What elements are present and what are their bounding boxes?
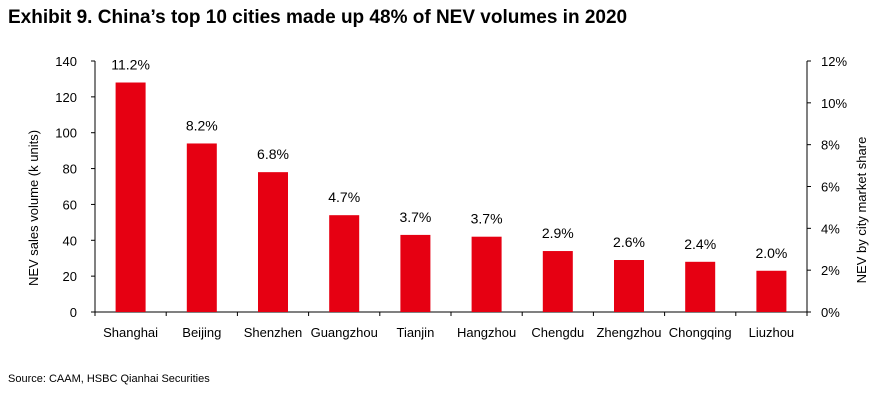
y2-tick-label: 8% — [821, 138, 840, 153]
y-tick-label: 140 — [55, 54, 77, 69]
data-label: 4.7% — [328, 189, 360, 205]
data-label: 3.7% — [399, 209, 431, 225]
y2-tick-label: 6% — [821, 180, 840, 195]
y-axis-left: 0 20 40 60 80 100 120 140 NEV sales volume (k u… — [26, 54, 96, 320]
data-label: 3.7% — [471, 211, 503, 227]
chart-title: Exhibit 9. China’s top 10 cities made up… — [8, 7, 628, 28]
bar — [115, 82, 146, 312]
data-labels-group: 11.2% 8.2% 6.8% 4.7% 3.7% 3.7% 2.9% 2.6% 2.4% 2.0… — [111, 57, 787, 261]
y2-axis-label: NEV by city market share — [854, 137, 869, 284]
category-label: Liuzhou — [749, 325, 795, 340]
x-axis — [94, 311, 808, 316]
source-note: Source: CAAM, HSBC Qianhai Securities — [8, 373, 210, 385]
y-tick-label: 120 — [55, 90, 77, 105]
bar — [614, 260, 644, 312]
category-label: Shenzhen — [244, 325, 303, 340]
y2-tick-label: 2% — [821, 263, 840, 278]
bar — [542, 251, 573, 312]
bar — [258, 172, 288, 312]
category-label: Hangzhou — [457, 325, 516, 340]
bar — [400, 234, 431, 312]
bar — [186, 143, 217, 312]
category-labels-group: Shanghai Beijing Shenzhen Guangzhou Tianjin H… — [103, 325, 794, 340]
y-tick-label: 20 — [63, 269, 77, 284]
bars-group — [115, 82, 787, 312]
category-label: Chongqing — [669, 325, 732, 340]
y-tick-label: 40 — [63, 233, 77, 248]
data-label: 6.8% — [257, 146, 289, 162]
data-label: 2.9% — [542, 225, 574, 241]
data-label: 11.2% — [111, 57, 150, 73]
category-label: Guangzhou — [311, 325, 378, 340]
bar — [329, 215, 360, 312]
category-label: Zhengzhou — [596, 325, 661, 340]
y2-tick-label: 10% — [821, 96, 847, 111]
bar — [756, 270, 787, 312]
category-label: Chengdu — [531, 325, 584, 340]
data-label: 2.0% — [755, 245, 787, 261]
y2-tick-label: 4% — [821, 221, 840, 236]
y-tick-label: 80 — [63, 162, 77, 177]
y2-tick-label: 0% — [821, 305, 840, 320]
y-tick-label: 60 — [63, 197, 77, 212]
y-tick-label: 0 — [70, 305, 77, 320]
category-label: Beijing — [182, 325, 221, 340]
data-label: 2.6% — [613, 234, 645, 250]
y-axis-right: 0% 2% 4% 6% 8% 10% 12% NEV by city market shar… — [806, 54, 869, 320]
y-tick-label: 100 — [55, 126, 77, 141]
y2-tick-label: 12% — [821, 54, 847, 69]
y-axis-label: NEV sales volume (k units) — [26, 130, 41, 286]
category-label: Tianjin — [396, 325, 434, 340]
data-label: 8.2% — [186, 117, 218, 133]
bar — [685, 261, 716, 312]
category-label: Shanghai — [103, 325, 158, 340]
bar — [471, 236, 502, 312]
data-label: 2.4% — [684, 236, 716, 252]
